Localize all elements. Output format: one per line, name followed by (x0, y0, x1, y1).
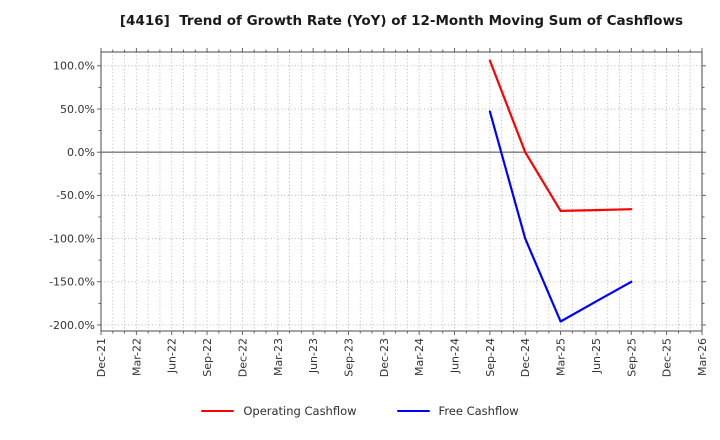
x-tick-label: Mar-22 (130, 338, 143, 376)
y-tick-label: 50.0% (60, 103, 95, 116)
x-tick-label: Jun-22 (166, 338, 179, 374)
x-tick-label: Jun-23 (307, 338, 320, 374)
x-tick-label: Sep-24 (484, 338, 497, 377)
legend-label: Free Cashflow (438, 404, 519, 418)
x-tick-label: Jun-24 (449, 338, 462, 374)
legend-item-free-cashflow: Free Cashflow (396, 404, 519, 418)
y-tick-label: -100.0% (49, 232, 95, 245)
legend-line-swatch (396, 409, 430, 413)
x-tick-label: Sep-22 (201, 338, 214, 377)
series-line-free-cashflow (488, 110, 633, 323)
x-tick-label: Sep-25 (625, 338, 638, 377)
legend-line-swatch (201, 409, 235, 413)
y-tick-label: -50.0% (56, 189, 95, 202)
x-tick-label: Dec-24 (519, 338, 532, 377)
y-tick-label: 0.0% (67, 146, 95, 159)
x-tick-label: Dec-21 (95, 338, 108, 377)
x-tick-label: Dec-23 (378, 338, 391, 377)
chart-title: [4416] Trend of Growth Rate (YoY) of 12-… (119, 13, 684, 29)
legend-item-operating-cashflow: Operating Cashflow (201, 404, 357, 418)
series-line-operating-cashflow (488, 59, 633, 212)
legend: Operating Cashflow Free Cashflow (0, 404, 720, 418)
x-tick-label: Mar-25 (555, 338, 568, 376)
x-tick-label: Dec-22 (236, 338, 249, 377)
y-tick-label: -150.0% (49, 276, 95, 289)
x-tick-label: Dec-25 (661, 338, 674, 377)
x-tick-label: Jun-25 (590, 338, 603, 374)
y-tick-label: -200.0% (49, 319, 95, 332)
x-tick-label: Mar-24 (413, 338, 426, 376)
x-tick-label: Sep-23 (342, 338, 355, 377)
y-tick-label: 100.0% (53, 60, 95, 73)
x-tick-label: Mar-23 (272, 338, 285, 376)
plot-border (100, 51, 703, 332)
legend-label: Operating Cashflow (243, 404, 357, 418)
x-tick-label: Mar-26 (696, 338, 709, 376)
